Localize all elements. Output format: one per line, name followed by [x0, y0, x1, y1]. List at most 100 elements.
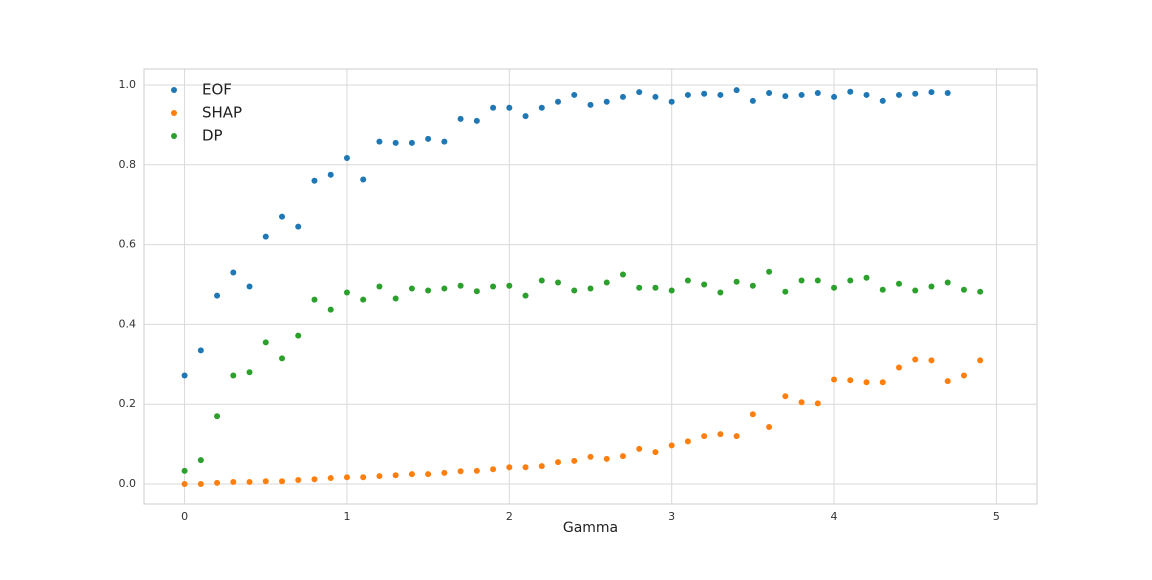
legend-label: EOF	[202, 81, 232, 99]
data-point	[457, 468, 464, 475]
data-point	[847, 88, 854, 95]
data-point	[311, 177, 318, 184]
data-point	[571, 457, 578, 464]
data-point	[408, 471, 415, 478]
data-point	[343, 289, 350, 296]
data-point	[619, 453, 626, 460]
x-tick-label: 2	[506, 510, 513, 523]
data-point	[376, 138, 383, 145]
legend-marker	[171, 110, 177, 116]
data-point	[457, 115, 464, 122]
data-point	[749, 282, 756, 289]
data-point	[360, 474, 367, 481]
data-point	[814, 89, 821, 96]
data-point	[181, 481, 188, 488]
data-point	[522, 292, 529, 299]
data-point	[327, 171, 334, 178]
x-axis-label: Gamma	[563, 520, 618, 536]
data-point	[506, 104, 513, 111]
data-point	[490, 283, 497, 290]
data-point	[944, 279, 951, 286]
data-point	[555, 98, 562, 105]
y-tick-label: 0.2	[119, 397, 137, 410]
data-point	[652, 284, 659, 291]
data-point	[944, 89, 951, 96]
data-point	[408, 285, 415, 292]
data-point	[831, 93, 838, 100]
x-tick-label: 3	[668, 510, 675, 523]
data-point	[376, 473, 383, 480]
data-point	[912, 90, 919, 97]
data-point	[262, 478, 269, 485]
data-point	[408, 139, 415, 146]
data-point	[587, 453, 594, 460]
data-point	[327, 306, 334, 313]
data-point	[879, 379, 886, 386]
data-point	[603, 279, 610, 286]
data-point	[782, 288, 789, 295]
data-point	[895, 280, 902, 287]
legend-label: SHAP	[202, 104, 242, 122]
data-point	[506, 464, 513, 471]
data-point	[473, 288, 480, 295]
data-point	[733, 278, 740, 285]
data-point	[181, 372, 188, 379]
data-point	[782, 93, 789, 100]
data-point	[798, 91, 805, 98]
data-point	[603, 98, 610, 105]
data-point	[717, 431, 724, 438]
data-point	[295, 477, 302, 484]
data-point	[376, 283, 383, 290]
data-point	[831, 376, 838, 383]
data-point	[814, 400, 821, 407]
data-point	[782, 393, 789, 400]
data-point	[522, 464, 529, 471]
data-point	[295, 223, 302, 230]
data-point	[863, 274, 870, 281]
data-point	[766, 423, 773, 430]
data-point	[522, 113, 529, 120]
data-point	[473, 467, 480, 474]
data-point	[928, 89, 935, 96]
data-point	[246, 369, 253, 376]
data-point	[441, 138, 448, 145]
legend-label: DP	[202, 127, 223, 145]
data-point	[636, 445, 643, 452]
data-point	[392, 295, 399, 302]
data-point	[928, 357, 935, 364]
y-tick-label: 0.0	[119, 477, 137, 490]
tick-labels: 0 1 2 3 4 5 0.0 0.2 0.4 0.6 0.8 1.0	[119, 78, 1000, 523]
data-point	[343, 474, 350, 481]
data-point	[246, 283, 253, 290]
data-point	[977, 357, 984, 364]
data-point	[619, 271, 626, 278]
data-point	[847, 377, 854, 384]
data-point	[425, 287, 432, 294]
data-point	[798, 277, 805, 284]
data-point	[246, 479, 253, 486]
data-point	[311, 296, 318, 303]
data-point	[879, 97, 886, 104]
data-point	[230, 479, 237, 486]
data-point	[441, 285, 448, 292]
data-point	[538, 104, 545, 111]
data-point	[181, 467, 188, 474]
data-point	[814, 277, 821, 284]
data-point	[717, 91, 724, 98]
data-point	[831, 284, 838, 291]
data-point	[668, 98, 675, 105]
data-point	[863, 91, 870, 98]
data-point	[668, 287, 675, 294]
data-point	[279, 478, 286, 485]
data-point	[895, 364, 902, 371]
data-point	[197, 481, 204, 488]
legend: EOF SHAP DP	[171, 81, 242, 145]
data-point	[636, 89, 643, 96]
data-point	[441, 469, 448, 476]
data-point	[425, 135, 432, 142]
data-point	[636, 284, 643, 291]
data-point	[538, 277, 545, 284]
data-point	[717, 289, 724, 296]
